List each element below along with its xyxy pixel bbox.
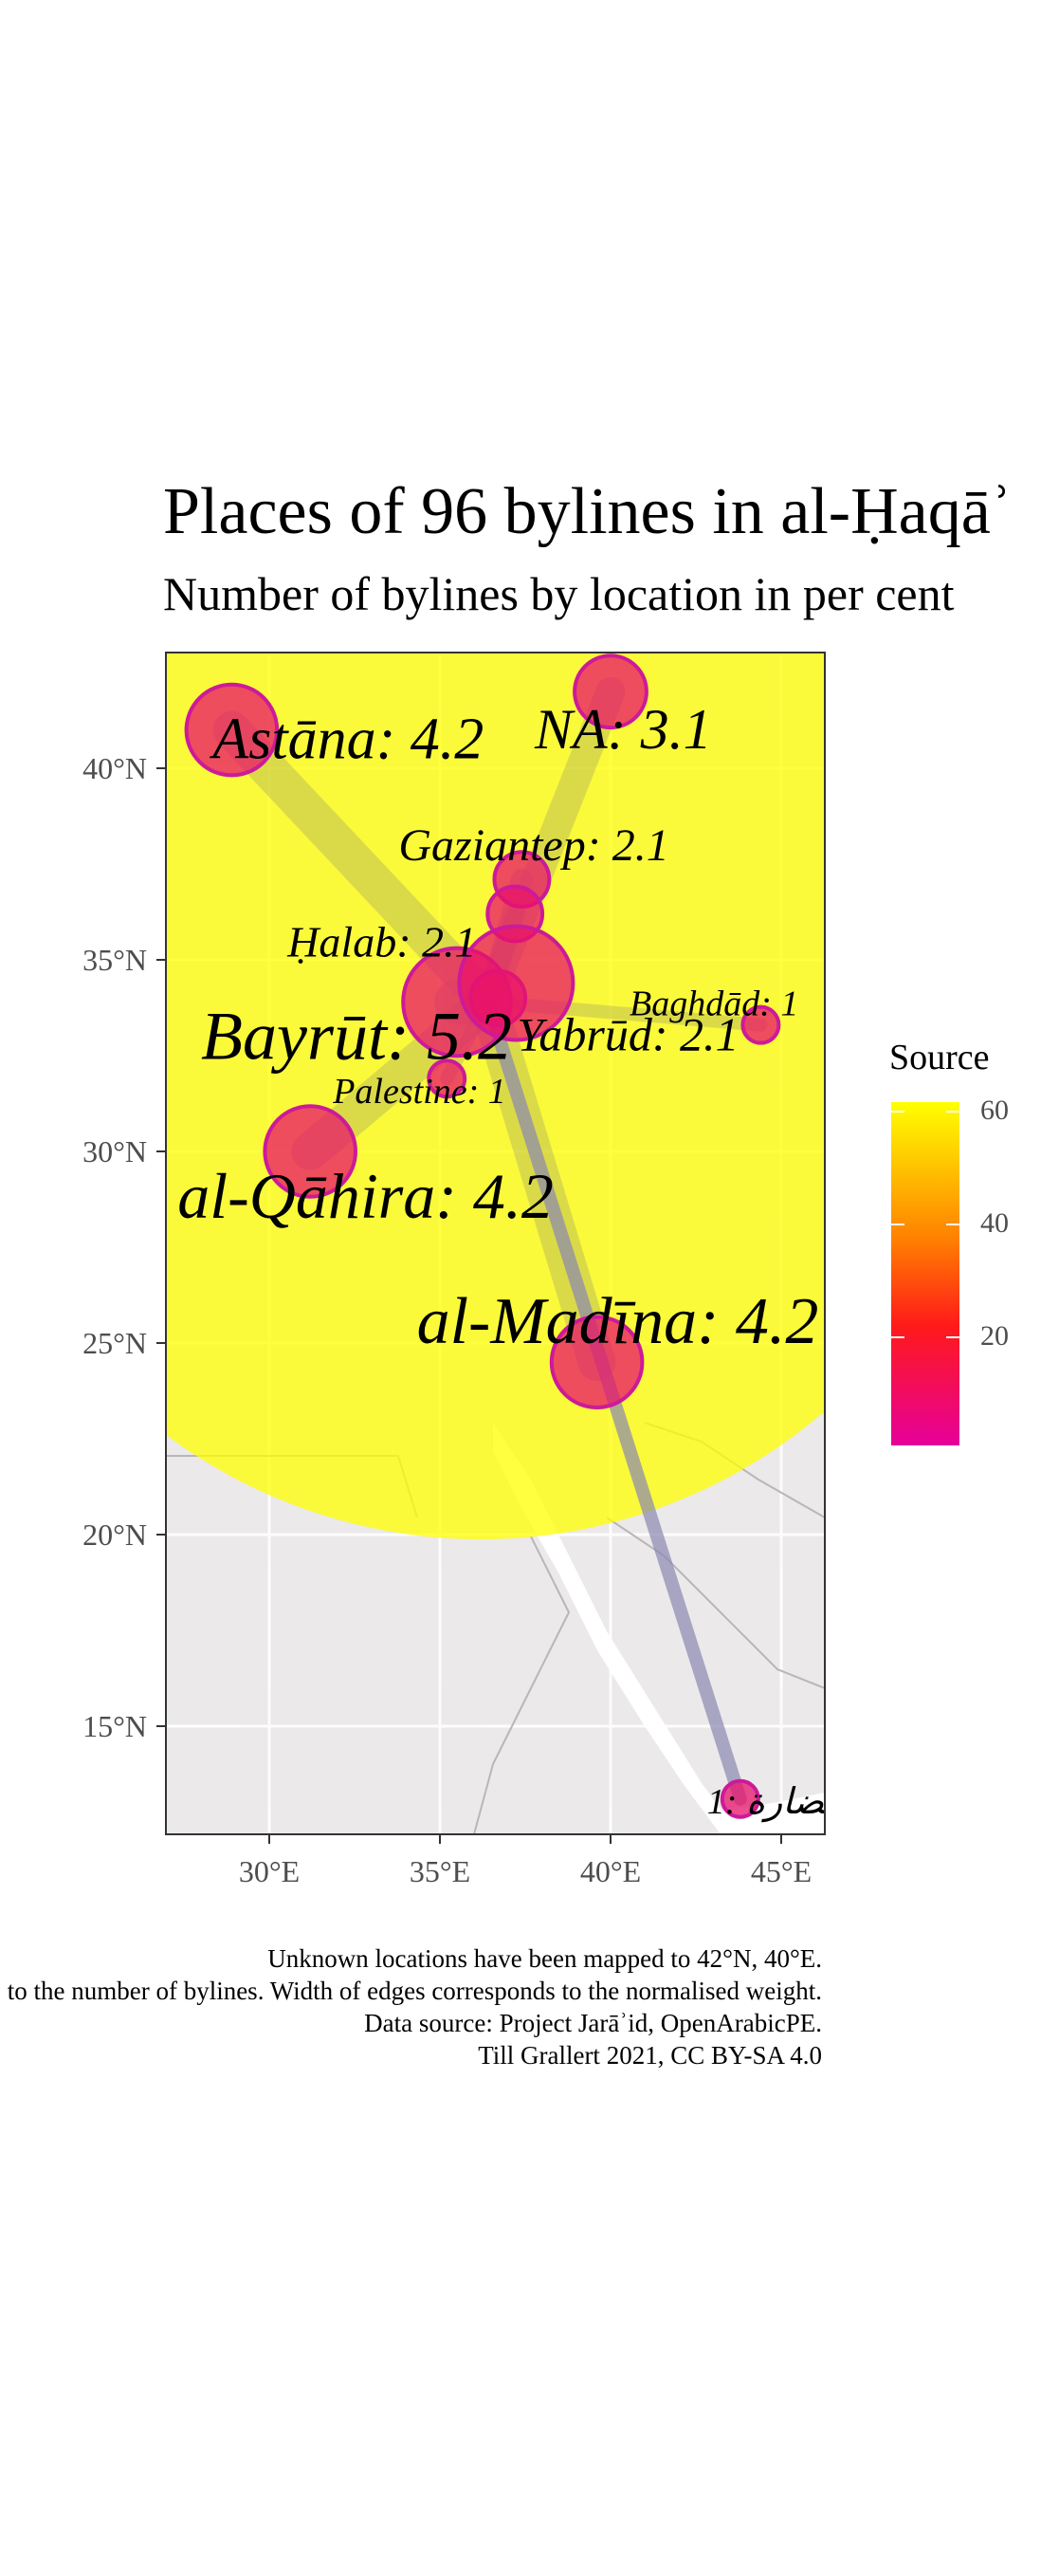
place-label: الحضارة :1 [707, 1782, 873, 1823]
legend-ticks [891, 1111, 959, 1338]
y-tick-label: 20°N [82, 1518, 147, 1552]
y-tick-label: 30°N [82, 1134, 147, 1168]
place-label: Bayrūt: 5.2 [201, 998, 512, 1074]
y-tick-label: 25°N [82, 1326, 147, 1360]
source-area [166, 653, 825, 1539]
x-tick-label: 40°E [580, 1854, 641, 1888]
legend-tick-label: 20 [980, 1320, 1009, 1352]
legend-colorbar [891, 1102, 959, 1445]
legend-tick-label: 40 [980, 1207, 1009, 1239]
place-label: Gaziantep: 2.1 [398, 820, 668, 871]
y-tick-label: 15°N [82, 1709, 147, 1743]
node-al-Madīna [549, 1315, 645, 1409]
chart-subtitle: Number of bylines by location in per cen… [163, 567, 955, 620]
x-tick-label: 45°E [751, 1854, 812, 1888]
legend-tick-label: 60 [980, 1095, 1009, 1126]
caption-line: Unknown locations have been mapped to 42… [267, 1944, 822, 1973]
x-tick-label: 35°E [410, 1854, 470, 1888]
place-label: Astāna: 4.2 [209, 708, 484, 772]
caption-line: Size of nodes corresponds to the number … [0, 1977, 822, 2005]
node-Astāna [184, 682, 280, 778]
x-tick-label: 30°E [239, 1854, 300, 1888]
node-Palestine [427, 1058, 467, 1099]
node-al-Qāhira [263, 1104, 358, 1199]
node-hub [457, 924, 575, 1042]
node-الحضارة [720, 1778, 760, 1819]
place-label: al-Madīna: 4.2 [417, 1285, 819, 1358]
place-label: NA: 3.1 [534, 698, 712, 761]
caption: Unknown locations have been mapped to 42… [0, 1942, 822, 2071]
caption-line: Data source: Project Jarāʾid, OpenArabic… [364, 2009, 822, 2037]
y-tick-label: 35°N [82, 943, 147, 977]
place-label: Baghdād: 1 [630, 984, 798, 1024]
gulf-of-aden [721, 1793, 825, 1834]
node-Baghdād [740, 1004, 781, 1045]
chart-title: Places of 96 bylines in al-Ḥaqāʾ [163, 475, 1013, 548]
caption-line: Till Grallert 2021, CC BY-SA 4.0 [478, 2041, 822, 2070]
place-label: Palestine: 1 [332, 1072, 506, 1112]
panel-border [165, 652, 826, 1835]
place-label: al-Qāhira: 4.2 [177, 1160, 554, 1232]
y-tick-label: 40°N [82, 751, 147, 785]
legend-title: Source [889, 1038, 990, 1077]
node-NA [573, 653, 648, 730]
axis-ticks [156, 767, 782, 1844]
place-label: Ḥalab: 2.1 [286, 918, 476, 966]
place-label: Yabrūd: 2.1 [517, 1007, 739, 1060]
